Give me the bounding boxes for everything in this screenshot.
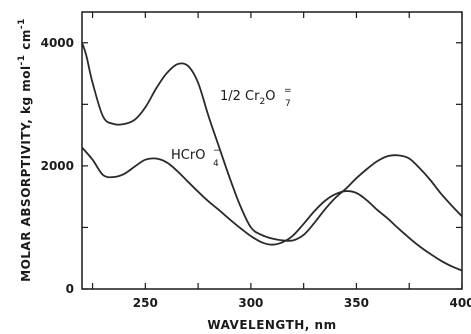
y-axis-label-main: MOLAR ABSORPTIVITY, kg mol <box>19 65 33 281</box>
svg-text:4: 4 <box>213 159 219 169</box>
y-axis-label: MOLAR ABSORPTIVITY, kg mol-1 cm-1 <box>17 18 33 282</box>
x-tick-label: 300 <box>238 296 263 310</box>
series-line-dichromate <box>81 42 463 242</box>
y-axis-label-cm: cm <box>19 29 33 50</box>
svg-text:HCrO: HCrO <box>171 148 205 163</box>
series-label-dichromate: 1/2 Cr2O = 7 <box>220 86 292 109</box>
y-axis-label-exp1: -1 <box>17 54 27 65</box>
svg-text:−: − <box>213 146 221 156</box>
svg-text:=: = <box>284 86 292 96</box>
axis-ticks <box>82 12 463 290</box>
series-lines <box>81 42 463 272</box>
x-tick-label: 350 <box>344 296 369 310</box>
svg-text:MOLAR ABSORPTIVITY, kg mol-1 c: MOLAR ABSORPTIVITY, kg mol-1 cm-1 <box>17 18 33 282</box>
y-tick-label: 0 <box>66 282 74 296</box>
plot-frame <box>81 11 463 290</box>
x-tick-label: 250 <box>133 296 158 310</box>
y-tick-label: 4000 <box>41 36 74 50</box>
x-axis-label: WAVELENGTH, nm <box>207 318 336 332</box>
svg-text:7: 7 <box>285 99 291 109</box>
series-label-hydrogen-chromate: HCrO − 4 <box>171 146 221 169</box>
series-line-hydrogen-chromate <box>81 146 463 272</box>
x-tick-label: 400 <box>449 296 471 310</box>
svg-text:1/2 Cr2O: 1/2 Cr2O <box>220 89 275 107</box>
y-axis-label-exp2: -1 <box>17 18 27 29</box>
y-tick-label: 2000 <box>41 159 74 173</box>
